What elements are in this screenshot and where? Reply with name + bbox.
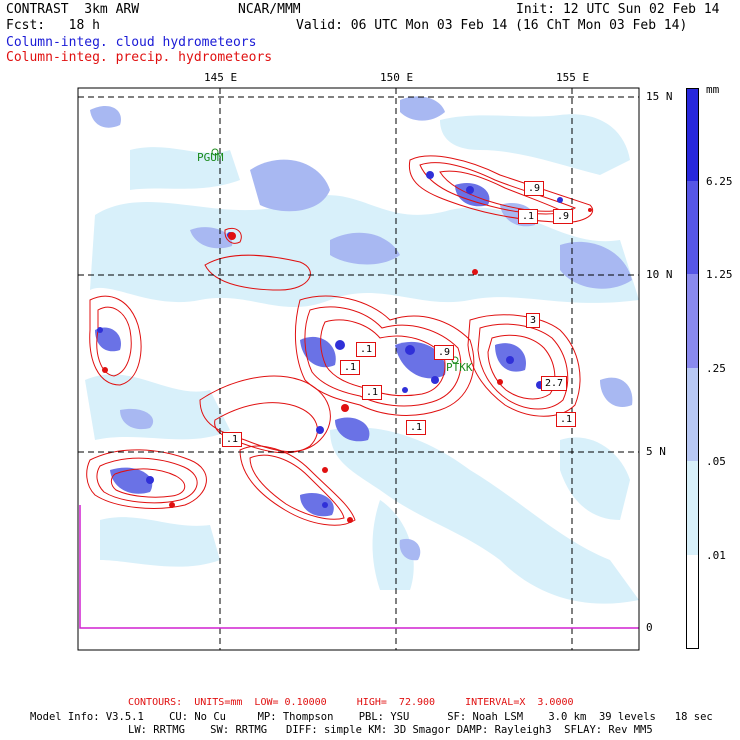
contour-label: .1 (518, 209, 539, 224)
contour-label: 3 (526, 313, 541, 328)
contour-label: .9 (553, 209, 574, 224)
colorbar-swatch-6 (686, 555, 699, 649)
lat-label-10n: 10 N (646, 268, 673, 281)
lat-lon-grid (78, 88, 639, 650)
colorbar-level-0-05: .05 (706, 455, 726, 468)
colorbar-swatch-1 (686, 88, 699, 181)
domain-boundary (79, 505, 639, 629)
colorbar-level-0-25: .25 (706, 362, 726, 375)
colorbar (686, 88, 699, 649)
contour-label: .1 (406, 420, 427, 435)
colorbar-swatch-5 (686, 461, 699, 555)
map-frame (77, 87, 640, 651)
lat-label-15n: 15 N (646, 90, 673, 103)
contour-info: CONTOURS: UNITS=mm LOW= 0.10000 HIGH= 72… (128, 697, 574, 708)
contour-label: .1 (222, 432, 243, 447)
lon-label-150: 150 E (380, 71, 414, 84)
lat-label-0: 0 (646, 621, 653, 634)
station-marker-pgum (211, 148, 219, 156)
org-label: NCAR/MMM (238, 2, 301, 17)
valid-time: Valid: 06 UTC Mon 03 Feb 14 (16 ChT Mon … (296, 18, 688, 33)
lon-label-155: 155 E (556, 71, 590, 84)
legend-precip: Column-integ. precip. hydrometeors (6, 50, 273, 65)
cloud-field (85, 96, 639, 604)
precip-cores (97, 171, 563, 508)
station-label-pgum: PGUM (197, 151, 224, 164)
colorbar-level-6-25: 6.25 (706, 175, 733, 188)
contour-label: .1 (362, 385, 383, 400)
lat-label-5n: 5 N (646, 445, 666, 458)
model-title: CONTRAST 3km ARW (6, 2, 140, 17)
station-label-ptkk: PTKK (446, 361, 473, 374)
model-info-line2: LW: RRTMG SW: RRTMG DIFF: simple KM: 3D … (128, 724, 653, 736)
legend-cloud: Column-integ. cloud hydrometeors (6, 35, 257, 50)
precip-max-dots (102, 208, 592, 523)
contour-label: .1 (356, 342, 377, 357)
contour-label: .9 (434, 345, 455, 360)
colorbar-swatch-3 (686, 274, 699, 368)
contour-label: .1 (556, 412, 577, 427)
init-time: Init: 12 UTC Sun 02 Feb 14 (516, 2, 720, 17)
colorbar-level-0-01: .01 (706, 549, 726, 562)
forecast-hour: Fcst: 18 h (6, 18, 100, 33)
lon-label-145: 145 E (204, 71, 238, 84)
contour-label: .1 (340, 360, 361, 375)
contour-label: 2.7 (541, 376, 568, 391)
station-marker-ptkk (451, 356, 459, 364)
colorbar-swatch-2 (686, 181, 699, 274)
contour-label: .9 (524, 181, 545, 196)
model-info-line1: Model Info: V3.5.1 CU: No Cu MP: Thompso… (30, 711, 713, 723)
colorbar-level-1-25: 1.25 (706, 268, 733, 281)
colorbar-swatch-4 (686, 368, 699, 461)
colorbar-unit: mm (706, 83, 720, 96)
